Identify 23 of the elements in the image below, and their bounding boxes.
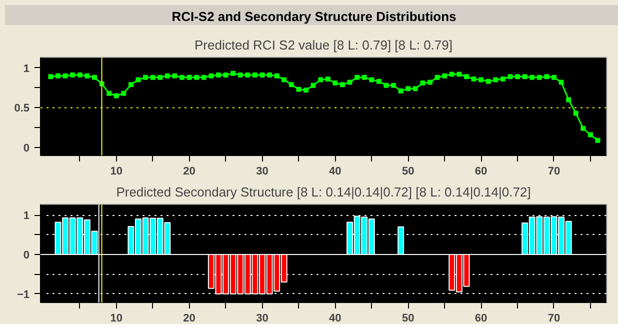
chart-title: Predicted Secondary Structure [8 L: 0.14|0.14|0.72] [8 L: 0.14|0.14|0.72] — [116, 184, 531, 200]
y-tick-label: 1 — [23, 62, 30, 75]
x-tick-label: 40 — [329, 312, 342, 324]
x-tick-label: 70 — [548, 166, 560, 178]
x-tick-label: 60 — [474, 312, 488, 324]
x-tick-label: 20 — [183, 312, 196, 324]
text: RCI-S2 and Secondary Structure Distributions — [172, 8, 456, 26]
x-tick-label: 30 — [256, 166, 268, 178]
y-tick-label: 1 — [23, 210, 30, 222]
x-tick-label: 20 — [183, 166, 196, 178]
y-tick-label: −1 — [16, 288, 30, 301]
x-tick-label: 10 — [110, 312, 122, 324]
y-tick-label: 0.5 — [14, 102, 30, 115]
x-tick-label: 50 — [402, 166, 414, 178]
x-tick-label: 40 — [329, 166, 342, 178]
x-tick-label: 60 — [474, 166, 488, 178]
y-tick-label: 0 — [23, 142, 30, 155]
x-tick-label: 70 — [548, 312, 560, 324]
chart-title: Predicted RCI S2 value [8 L: 0.79] [8 L: 0.79] — [194, 38, 453, 52]
x-tick-label: 10 — [110, 166, 122, 178]
x-tick-label: 50 — [402, 312, 414, 324]
y-tick-label: 0 — [23, 249, 30, 262]
x-tick-label: 30 — [256, 312, 268, 324]
